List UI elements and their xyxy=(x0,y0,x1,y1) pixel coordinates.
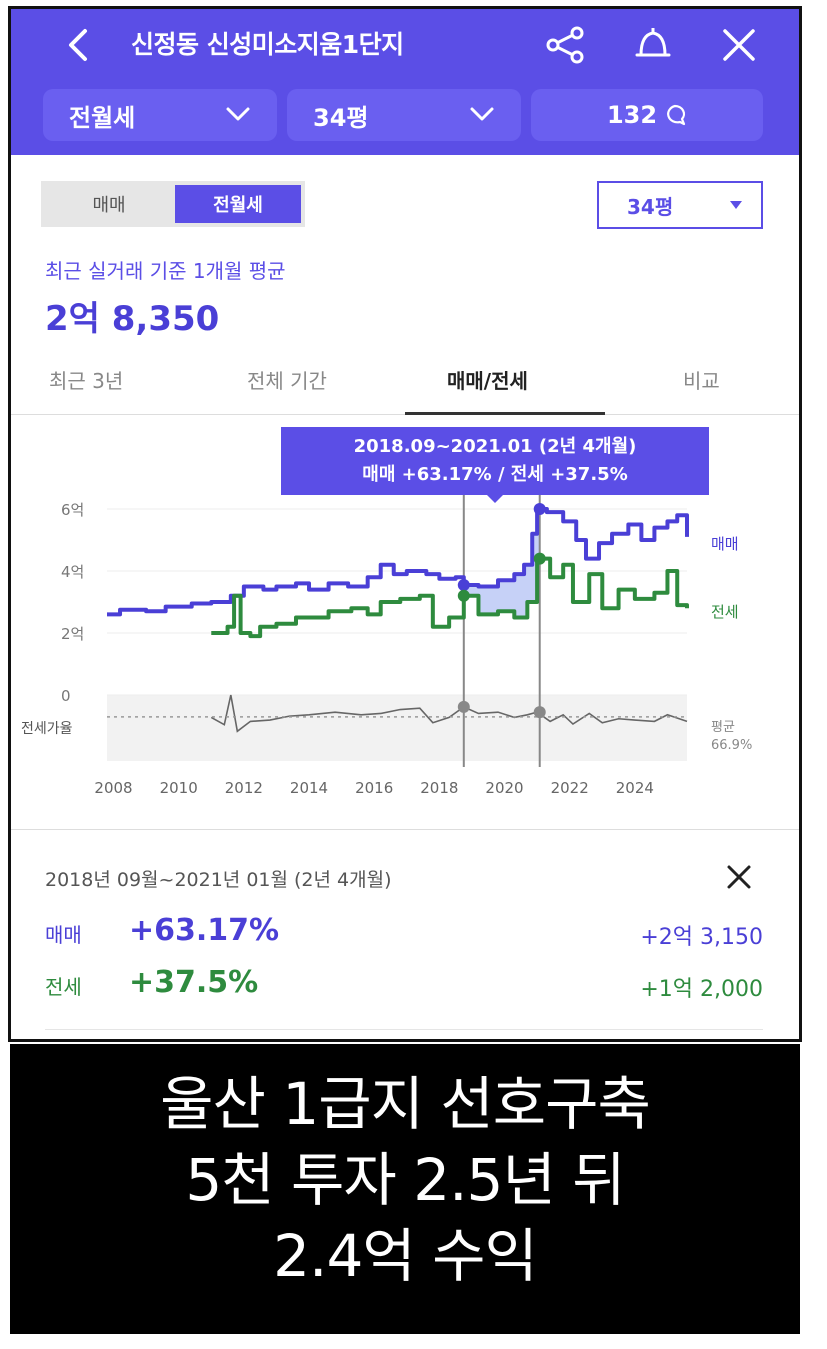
price-chart-svg[interactable]: 6억 4억 2억 0 2008 2010 2012 2014 2016 2018 2020 2022 2… xyxy=(11,417,802,829)
ratio-average-label: 평균 xyxy=(711,720,735,735)
y-tick-label: 4억 xyxy=(61,563,84,581)
y-tick-label: 0 xyxy=(61,687,71,705)
detail-row-rent: 전세 +37.5% +1억 2,000 xyxy=(45,965,763,1005)
detail-pct: +37.5% xyxy=(129,965,259,1000)
x-tick-label: 2022 xyxy=(551,779,589,797)
detail-diff: +2억 3,150 xyxy=(640,925,763,950)
caption-line: 울산 1급지 선호구축 xyxy=(160,1070,651,1138)
x-tick-label: 2020 xyxy=(485,779,523,797)
toggle-sale[interactable]: 매매 xyxy=(92,195,126,216)
chat-bubble-icon xyxy=(667,104,686,126)
share-icon[interactable] xyxy=(543,23,587,67)
active-tab-underline xyxy=(405,412,605,415)
x-tick-label: 2018 xyxy=(420,779,458,797)
rent-series-label: 전세 xyxy=(711,603,739,621)
x-tick-label: 2014 xyxy=(290,779,328,797)
tab-recent-3y[interactable]: 최근 3년 xyxy=(49,369,124,393)
selection-tooltip: 2018.09~2021.01 (2년 4개월) 매매 +63.17% / 전세… xyxy=(281,427,709,495)
x-tick-label: 2010 xyxy=(160,779,198,797)
selection-point xyxy=(457,589,470,602)
ratio-selection-point xyxy=(457,700,470,713)
ratio-selection-point xyxy=(533,706,546,719)
comment-count: 132 xyxy=(606,101,658,129)
divider xyxy=(45,1029,763,1030)
y-tick-label: 6억 xyxy=(61,501,84,519)
area-selector[interactable]: 34평 xyxy=(287,89,521,141)
back-icon[interactable] xyxy=(59,23,99,67)
tab-sale-rent[interactable]: 매매/전세 xyxy=(447,369,528,393)
tab-all-period[interactable]: 전체 기간 xyxy=(247,369,327,393)
caption-line: 2.4억 수익 xyxy=(273,1222,538,1290)
ratio-label: 전세가율 xyxy=(21,721,73,737)
toggle-rent[interactable]: 전월세 xyxy=(175,185,301,223)
deal-toggle: 매매 전월세 xyxy=(41,181,305,227)
x-tick-label: 2016 xyxy=(355,779,393,797)
price-chart[interactable]: 6억 4억 2억 0 2008 2010 2012 2014 2016 2018 2020 2022 2… xyxy=(11,417,802,829)
y-tick-label: 2억 xyxy=(61,625,84,643)
app-screen: 신정동 신성미소지움1단지 전월세 34평 xyxy=(8,6,802,1042)
selection-point xyxy=(533,503,546,515)
average-caption: 최근 실거래 기준 1개월 평균 xyxy=(45,259,286,283)
ratio-band xyxy=(107,695,687,761)
caption-banner: 울산 1급지 선호구축 5천 투자 2.5년 뒤 2.4억 수익 xyxy=(10,1044,800,1334)
selection-fill xyxy=(463,509,540,618)
chevron-down-icon xyxy=(226,107,250,121)
detail-diff: +1억 2,000 xyxy=(640,977,763,1002)
selection-point xyxy=(533,552,546,565)
area-dropdown[interactable]: 34평 xyxy=(597,181,763,229)
chevron-down-icon xyxy=(470,107,494,121)
detail-row-sale: 매매 +63.17% +2억 3,150 xyxy=(45,913,763,953)
detail-period: 2018년 09월~2021년 01월 (2년 4개월) xyxy=(45,869,392,891)
caption-line: 5천 투자 2.5년 뒤 xyxy=(185,1146,625,1214)
close-icon[interactable] xyxy=(723,861,755,893)
tab-compare[interactable]: 비교 xyxy=(683,369,720,393)
rent-series-line xyxy=(211,556,689,639)
sale-series-label: 매매 xyxy=(711,535,739,553)
detail-key: 전세 xyxy=(45,975,82,999)
page-title: 신정동 신성미소지움1단지 xyxy=(131,30,404,59)
header-bar: 신정동 신성미소지움1단지 전월세 34평 xyxy=(11,9,799,155)
caret-down-icon xyxy=(730,201,742,209)
selection-point xyxy=(457,578,470,591)
divider xyxy=(11,829,799,830)
deal-type-selector[interactable]: 전월세 xyxy=(43,89,277,141)
tooltip-change: 매매 +63.17% / 전세 +37.5% xyxy=(362,464,628,485)
tooltip-period: 2018.09~2021.01 (2년 4개월) xyxy=(353,436,637,457)
comments-button[interactable]: 132 xyxy=(531,89,763,141)
period-tabs: 최근 3년 전체 기간 매매/전세 비교 xyxy=(11,359,799,415)
x-tick-label: 2024 xyxy=(616,779,654,797)
x-tick-label: 2008 xyxy=(94,779,132,797)
area-label: 34평 xyxy=(313,103,369,132)
detail-pct: +63.17% xyxy=(129,913,280,948)
ratio-average-value: 66.9% xyxy=(711,738,752,753)
detail-key: 매매 xyxy=(45,923,82,947)
close-icon[interactable] xyxy=(717,23,761,67)
sale-series-line xyxy=(107,507,689,617)
bell-icon[interactable] xyxy=(631,23,675,67)
deal-type-label: 전월세 xyxy=(69,103,136,132)
x-tick-label: 2012 xyxy=(225,779,263,797)
tooltip-arrow xyxy=(485,493,505,503)
area-dropdown-label: 34평 xyxy=(627,194,674,219)
average-price: 2억 8,350 xyxy=(45,299,220,339)
